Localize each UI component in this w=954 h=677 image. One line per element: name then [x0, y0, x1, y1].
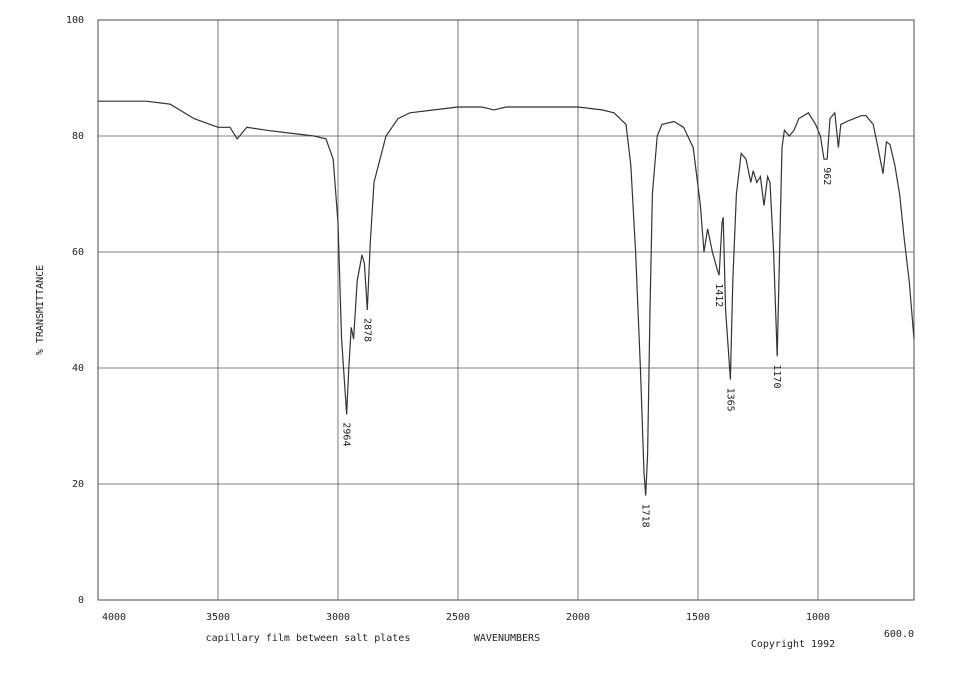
y-tick-label: 60 — [72, 247, 84, 258]
x-tick-label: 3500 — [206, 612, 230, 623]
y-axis-label: % TRANSMITTANCE — [35, 265, 46, 355]
y-tick-label: 80 — [72, 131, 84, 142]
peak-label: 2964 — [341, 422, 352, 446]
x-tick-label: 2500 — [446, 612, 470, 623]
x-tick-label: 3000 — [326, 612, 350, 623]
peak-label: 2878 — [361, 318, 372, 342]
x-tick-label: 1000 — [806, 612, 830, 623]
x-axis-label: WAVENUMBERS — [474, 633, 540, 644]
peak-label: 1718 — [640, 504, 651, 528]
y-tick-label: 20 — [72, 479, 84, 490]
y-tick-label: 40 — [72, 363, 84, 374]
peak-label: 1365 — [724, 388, 735, 412]
peak-label: 1170 — [771, 364, 782, 388]
y-tick-label: 100 — [66, 15, 84, 26]
peak-label: 962 — [821, 167, 832, 185]
x-tick-label: 600.0 — [884, 629, 914, 640]
copyright: Copyright 1992 — [751, 639, 835, 650]
x-tick-label: 4000 — [102, 612, 126, 623]
x-tick-label: 1500 — [686, 612, 710, 623]
sample-note: capillary film between salt plates — [206, 633, 411, 644]
peak-label: 1412 — [713, 283, 724, 307]
spectrum-line — [98, 100, 915, 496]
x-tick-label: 2000 — [566, 612, 590, 623]
y-tick-label: 0 — [78, 595, 84, 606]
